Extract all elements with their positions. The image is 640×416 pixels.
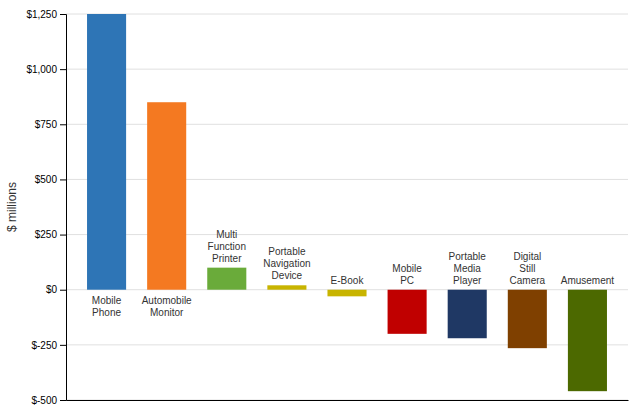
category-label-line: Monitor (150, 307, 184, 318)
category-label-line: E-Book (331, 275, 365, 286)
y-tick-mark (60, 290, 66, 291)
bar (207, 268, 246, 290)
category-label-line: Mobile (392, 263, 422, 274)
bars (87, 14, 607, 391)
y-tick: $250 (35, 229, 66, 240)
category-label-line: Printer (212, 253, 242, 264)
chart: $-500 $-250 $0 $250 $500 $750 $1,000 $1,250 $ mi… (0, 0, 640, 416)
category-label-line: Player (453, 275, 482, 286)
category-label: PortableNavigationDevice (263, 246, 310, 281)
y-tick-label: $-250 (31, 340, 57, 351)
category-label-line: Automobile (142, 295, 192, 306)
bar (448, 290, 487, 339)
bar (388, 290, 427, 334)
y-tick-mark (60, 400, 66, 401)
x-axis (67, 400, 629, 401)
category-label-line: Camera (510, 275, 546, 286)
x-axis-line (67, 400, 629, 401)
category-label-line: Amusement (561, 275, 615, 286)
y-tick-label: $500 (35, 174, 58, 185)
grid-line (66, 400, 628, 401)
y-tick: $1,250 (26, 9, 66, 20)
category-label: Amusement (561, 275, 615, 286)
y-tick-label: $-500 (31, 395, 57, 406)
category-label-line: Portable (449, 251, 487, 262)
y-tick-label: $0 (46, 284, 58, 295)
y-tick: $1,000 (26, 64, 66, 75)
y-tick-label: $250 (35, 229, 58, 240)
grid-line (66, 69, 628, 70)
category-label-line: Still (519, 263, 535, 274)
y-tick-mark (60, 14, 66, 15)
category-label-line: Portable (268, 246, 306, 257)
bar (568, 290, 607, 391)
category-label: MultiFunctionPrinter (208, 229, 246, 264)
category-label-line: Media (454, 263, 482, 274)
category-labels: MobilePhoneAutomobileMonitorMultiFunctio… (92, 229, 614, 319)
bar (87, 14, 126, 290)
grid-line (66, 14, 628, 15)
y-tick-label: $1,250 (26, 9, 57, 20)
y-tick-label: $1,000 (26, 64, 57, 75)
y-axis: $-500 $-250 $0 $250 $500 $750 $1,000 $1,250 (26, 9, 66, 406)
bar (267, 285, 306, 289)
y-tick-mark (60, 235, 66, 236)
category-label-line: Navigation (263, 258, 310, 269)
y-tick: $750 (35, 119, 66, 130)
category-label-line: Mobile (92, 295, 122, 306)
category-label: MobilePC (392, 263, 422, 286)
category-label-line: Phone (92, 307, 121, 318)
category-label: DigitalStillCamera (510, 251, 546, 286)
y-tick: $500 (35, 174, 66, 185)
category-label-line: Digital (513, 251, 541, 262)
bar (327, 290, 366, 297)
grid (66, 14, 628, 400)
y-tick-mark (60, 179, 66, 180)
y-tick-mark (60, 345, 66, 346)
category-label-line: Function (208, 241, 246, 252)
bar (508, 290, 547, 348)
y-tick-label: $750 (35, 119, 58, 130)
category-label-line: PC (400, 275, 414, 286)
category-label: PortableMediaPlayer (449, 251, 487, 286)
y-axis-title: $ millions (5, 182, 19, 232)
category-label: AutomobileMonitor (142, 295, 192, 318)
category-label: MobilePhone (92, 295, 122, 318)
y-tick-mark (60, 124, 66, 125)
bar (147, 102, 186, 289)
category-label: E-Book (331, 275, 365, 286)
y-tick: $-500 (31, 395, 66, 406)
y-tick: $0 (46, 284, 66, 295)
category-label-line: Multi (216, 229, 237, 240)
y-tick-mark (60, 69, 66, 70)
category-label-line: Device (272, 270, 303, 281)
y-tick: $-250 (31, 340, 66, 351)
y-axis-line (60, 15, 67, 401)
